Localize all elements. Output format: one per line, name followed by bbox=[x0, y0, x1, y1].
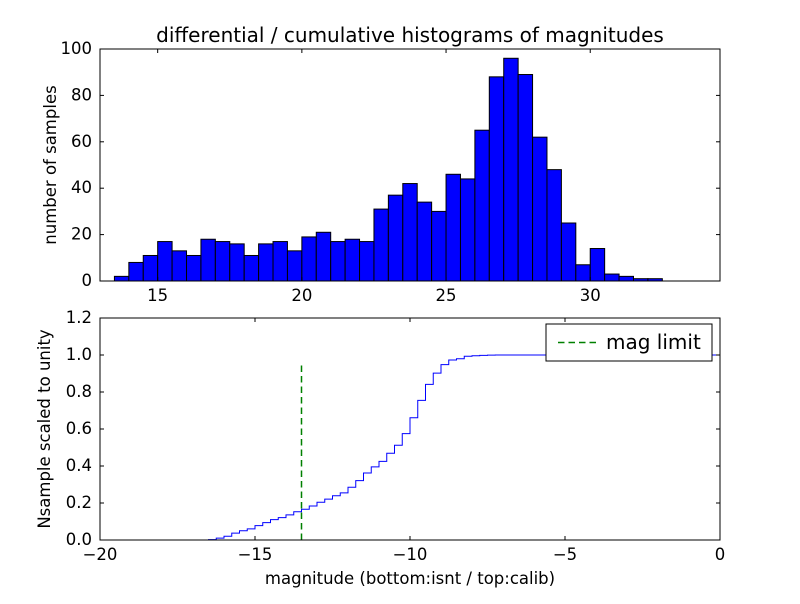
legend-label: mag limit bbox=[606, 330, 701, 354]
y-tick-label: 100 bbox=[61, 39, 93, 58]
histogram-bar bbox=[387, 194, 404, 282]
y-tick-label: 40 bbox=[71, 178, 92, 197]
top-histogram bbox=[113, 57, 663, 282]
histogram-bar bbox=[532, 136, 548, 282]
bottom-ylabel: Nsample scaled to unity bbox=[35, 329, 54, 529]
x-tick-label: −15 bbox=[238, 545, 273, 564]
histogram-bar bbox=[359, 241, 375, 282]
y-tick-label: 0.8 bbox=[66, 382, 92, 401]
x-tick-label: −10 bbox=[393, 545, 428, 564]
y-tick-label: 60 bbox=[71, 132, 92, 151]
top-axes-frame: 15 20 25 30 0 20 40 60 80 100 bbox=[61, 39, 721, 305]
histogram-bar bbox=[214, 241, 231, 282]
y-tick-label: 80 bbox=[71, 85, 92, 104]
x-tick-label: 0 bbox=[715, 545, 726, 564]
bottom-axes-frame: −20 −15 −10 −5 0 0.0 0.2 0.4 0.6 0.8 1.0 1.2 bbox=[66, 308, 726, 564]
histogram-bar bbox=[618, 275, 634, 282]
y-tick-label: 1.0 bbox=[66, 345, 92, 364]
histogram-bar bbox=[589, 248, 606, 282]
histogram-bar bbox=[604, 273, 620, 282]
histogram-bar bbox=[459, 178, 476, 282]
histogram-bar bbox=[503, 57, 519, 282]
histogram-bar bbox=[301, 236, 317, 282]
y-tick-label: 0.4 bbox=[66, 456, 92, 475]
y-tick-label: 0.6 bbox=[66, 419, 92, 438]
x-tick-label: −20 bbox=[83, 545, 118, 564]
histogram-bar bbox=[517, 74, 534, 282]
histogram-bar bbox=[258, 243, 274, 282]
histogram-bar bbox=[243, 254, 260, 282]
histogram-bar bbox=[200, 238, 216, 282]
x-tick-label: −5 bbox=[553, 545, 577, 564]
axes-spines bbox=[99, 48, 721, 282]
histogram-bar bbox=[286, 250, 303, 282]
histogram-bar bbox=[315, 231, 332, 282]
histogram-bar bbox=[560, 222, 577, 282]
histogram-bar bbox=[142, 254, 159, 282]
y-tick-label: 20 bbox=[71, 225, 92, 244]
histogram-bar bbox=[128, 261, 144, 282]
histogram-bar bbox=[344, 238, 361, 282]
y-tick-label: 1.2 bbox=[66, 308, 92, 327]
histogram-bar bbox=[488, 76, 505, 282]
chart-title: differential / cumulative histograms of … bbox=[156, 23, 664, 47]
y-tick-label: 0.2 bbox=[66, 493, 92, 512]
bottom-xlabel: magnitude (bottom:isnt / top:calib) bbox=[265, 569, 555, 588]
histogram-bar bbox=[445, 173, 461, 282]
histogram-bar bbox=[272, 241, 288, 282]
histogram-bar bbox=[171, 250, 188, 282]
histogram-bar bbox=[575, 264, 591, 282]
histogram-bar bbox=[113, 275, 130, 282]
x-tick-label: 25 bbox=[436, 286, 457, 305]
y-tick-label: 0.0 bbox=[66, 530, 92, 549]
histogram-bar bbox=[402, 183, 418, 282]
histogram-bar bbox=[431, 210, 447, 282]
histogram-bar bbox=[546, 169, 562, 282]
histogram-bar bbox=[157, 241, 173, 282]
histogram-bar bbox=[330, 241, 346, 282]
histogram-bar bbox=[229, 243, 245, 282]
histogram-bar bbox=[186, 254, 202, 282]
histogram-bar bbox=[373, 208, 389, 282]
y-tick-label: 0 bbox=[82, 271, 93, 290]
histogram-bar bbox=[416, 201, 433, 282]
top-ylabel: number of samples bbox=[41, 85, 60, 244]
histogram-bar bbox=[474, 129, 490, 282]
bottom-cumulative-plot bbox=[208, 354, 721, 541]
cumulative-step-line bbox=[208, 354, 721, 541]
legend: mag limit bbox=[545, 323, 713, 362]
x-tick-label: 20 bbox=[291, 286, 312, 305]
x-tick-label: 30 bbox=[580, 286, 601, 305]
x-tick-label: 15 bbox=[147, 286, 168, 305]
